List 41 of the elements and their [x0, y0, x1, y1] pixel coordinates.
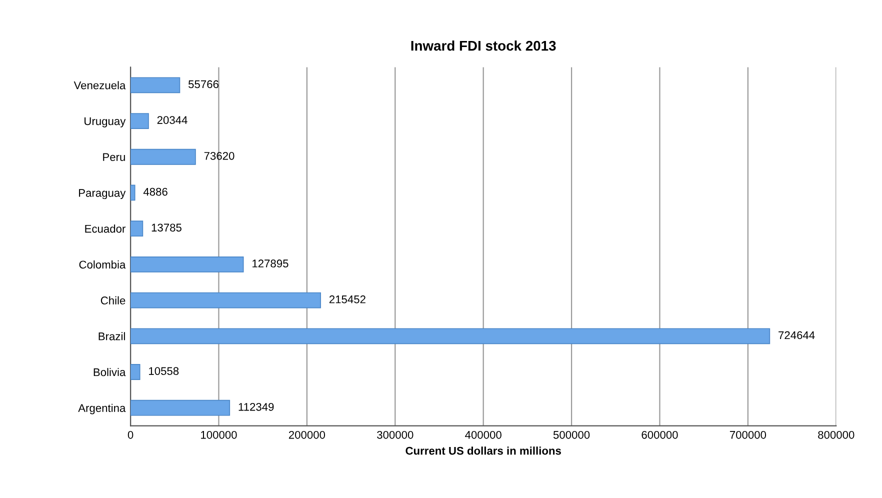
chart-title: Inward FDI stock 2013 [411, 40, 556, 51]
data-label: 724644 [778, 331, 815, 340]
x-tick-label: 700000 [730, 430, 766, 439]
bar [130, 113, 149, 129]
bar [130, 256, 244, 272]
bar [130, 148, 196, 165]
data-label: 20344 [157, 116, 188, 124]
x-tick-label: 300000 [377, 430, 414, 439]
bar [130, 400, 230, 416]
data-label: 215452 [329, 295, 366, 304]
data-label: 10558 [149, 367, 179, 375]
y-tick-label: Peru [103, 153, 125, 162]
bar [130, 328, 770, 344]
y-tick-label: Brazil [98, 332, 125, 340]
x-tick-label: 500000 [553, 430, 590, 439]
bar [130, 364, 140, 380]
y-tick-label: Argentina [78, 404, 126, 414]
data-label: 13785 [152, 224, 182, 232]
y-tick-label: Venezuela [74, 81, 126, 90]
bar [130, 184, 136, 201]
bar [130, 292, 321, 308]
y-tick-label: Paraguay [79, 189, 126, 200]
x-tick-label: 800000 [818, 430, 854, 439]
x-tick-label: 200000 [288, 430, 326, 439]
data-label: 127895 [252, 260, 288, 268]
y-tick-label: Uruguay [84, 117, 126, 128]
x-tick-label: 100000 [201, 430, 237, 439]
bar [130, 77, 180, 94]
data-label: 4886 [143, 188, 168, 196]
data-label: 73620 [204, 152, 234, 160]
x-axis-title: Current US dollars in millions [406, 446, 561, 455]
data-label: 55766 [188, 80, 218, 88]
y-tick-label: Chile [100, 296, 126, 304]
y-tick-label: Colombia [79, 260, 126, 269]
x-tick-label: 0 [128, 430, 134, 439]
bar [130, 220, 144, 237]
data-label: 112349 [238, 402, 274, 411]
x-tick-label: 400000 [465, 430, 502, 439]
x-tick-label: 600000 [642, 430, 678, 439]
y-tick-label: Ecuador [85, 224, 126, 233]
y-tick-label: Bolivia [94, 368, 126, 376]
